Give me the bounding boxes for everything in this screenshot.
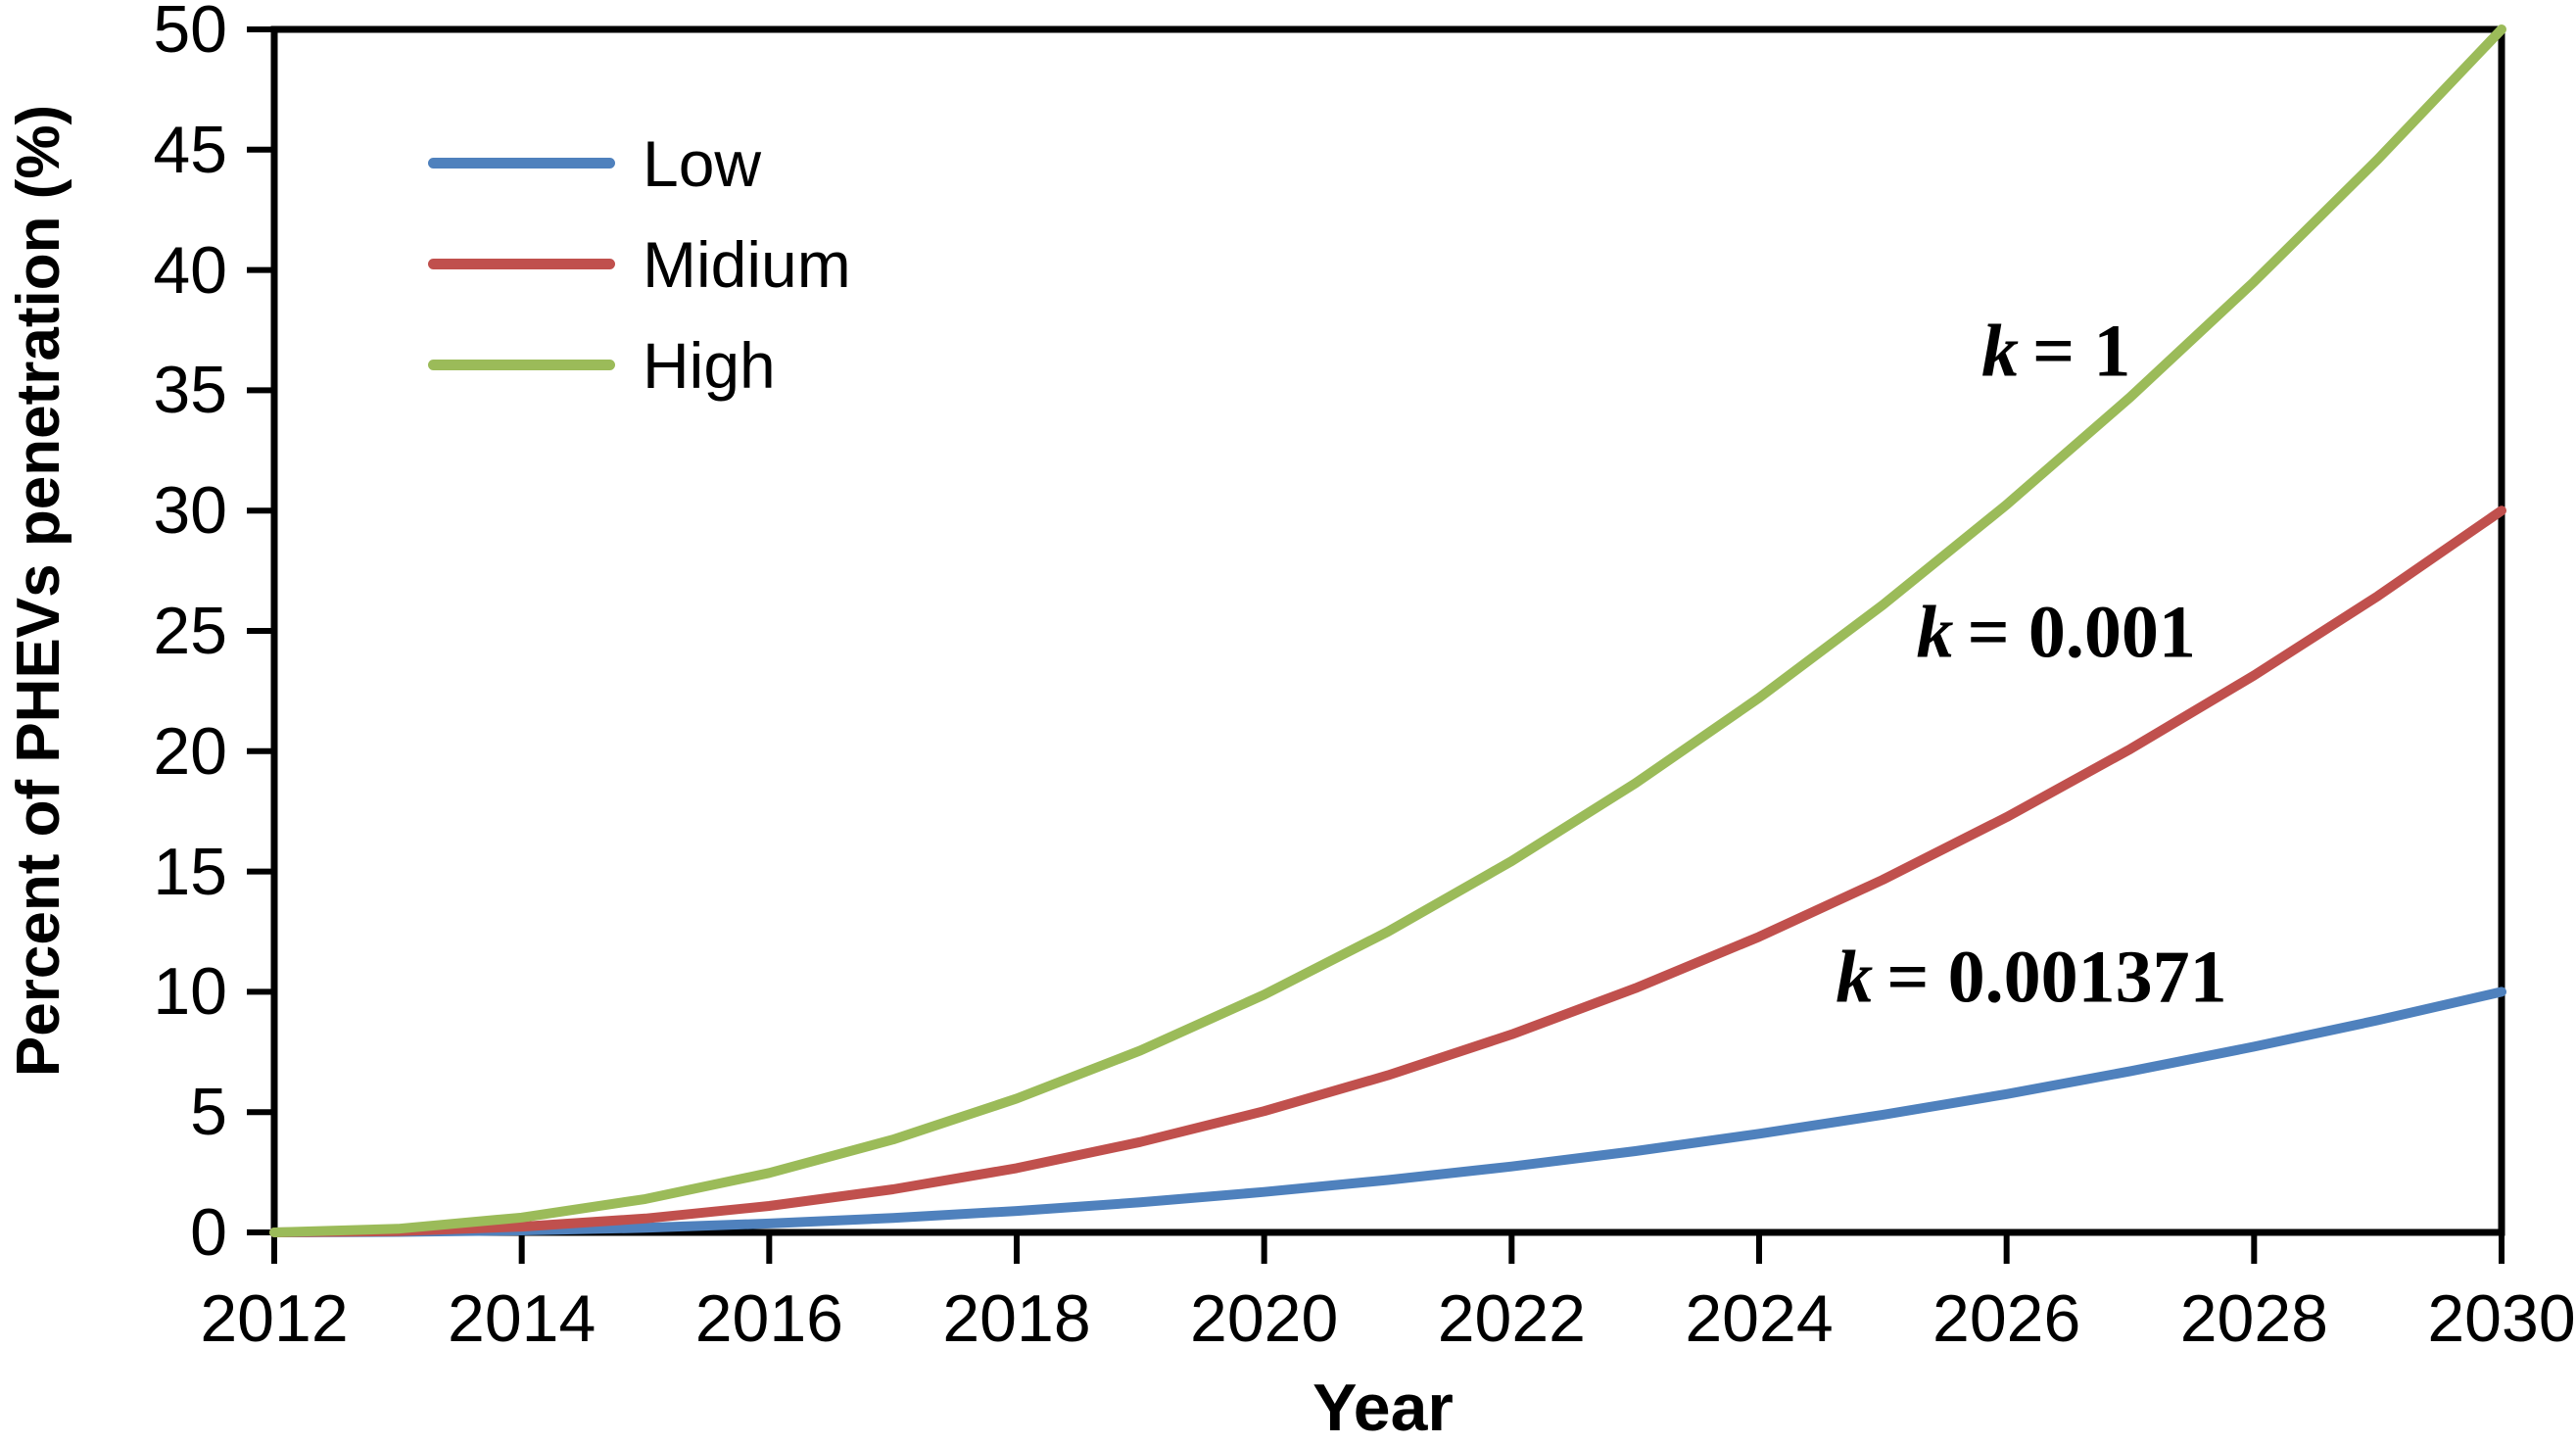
x-tick-label: 2020 (1190, 1281, 1339, 1356)
x-tick-label: 2028 (2179, 1281, 2328, 1356)
legend-item-low: Low (428, 113, 851, 214)
y-tick-label: 5 (190, 1075, 227, 1150)
legend-line-swatch-low (428, 158, 615, 169)
y-axis-title: Percent of PHEVs penetration (%) (5, 104, 72, 1078)
legend: Low Midium High (428, 113, 851, 415)
series-line-low (269, 987, 2506, 1237)
annotation-k-symbol: k (1916, 591, 1954, 674)
y-tick-label: 25 (153, 594, 227, 668)
legend-line-swatch-high (428, 360, 615, 370)
legend-item-midium: Midium (428, 214, 851, 314)
y-tick-label: 10 (153, 954, 227, 1030)
x-axis-title: Year (1312, 1371, 1454, 1445)
annotation-k-low: k = 0.001371 (1836, 935, 2226, 1020)
y-tick-label: 40 (153, 232, 227, 308)
x-tick-label: 2018 (942, 1281, 1091, 1356)
y-tick-label: 50 (153, 0, 227, 67)
x-tick-label: 2012 (200, 1281, 349, 1356)
annotation-k-value: = 1 (2032, 310, 2131, 393)
annotation-k-value: = 0.001371 (1886, 936, 2227, 1019)
x-tick-label: 2014 (448, 1281, 596, 1356)
y-tick-label: 15 (153, 834, 227, 909)
x-tick-label: 2024 (1685, 1281, 1834, 1356)
x-tick-label: 2022 (1437, 1281, 1586, 1356)
legend-label-high: High (643, 328, 776, 402)
annotation-k-symbol: k (1981, 310, 2020, 393)
legend-line-swatch-midium (428, 259, 615, 269)
series-line-high (269, 24, 2506, 1237)
y-tick-label: 45 (153, 112, 227, 187)
y-tick-label: 20 (153, 713, 227, 789)
legend-item-high: High (428, 314, 851, 415)
y-tick-label: 0 (190, 1195, 227, 1270)
annotation-k-high: k = 1 (1981, 310, 2130, 395)
legend-label-midium: Midium (643, 227, 851, 301)
series-line-midium (269, 506, 2506, 1237)
x-tick-label: 2016 (694, 1281, 843, 1356)
annotation-k-value: = 0.001 (1967, 591, 2196, 674)
annotation-k-symbol: k (1836, 936, 1874, 1019)
y-tick-label: 30 (153, 473, 227, 549)
x-tick-label: 2030 (2427, 1281, 2576, 1356)
annotation-k-midium: k = 0.001 (1917, 591, 2196, 676)
legend-label-low: Low (643, 126, 762, 200)
y-tick-label: 35 (153, 353, 227, 428)
x-tick-label: 2026 (1932, 1281, 2081, 1356)
